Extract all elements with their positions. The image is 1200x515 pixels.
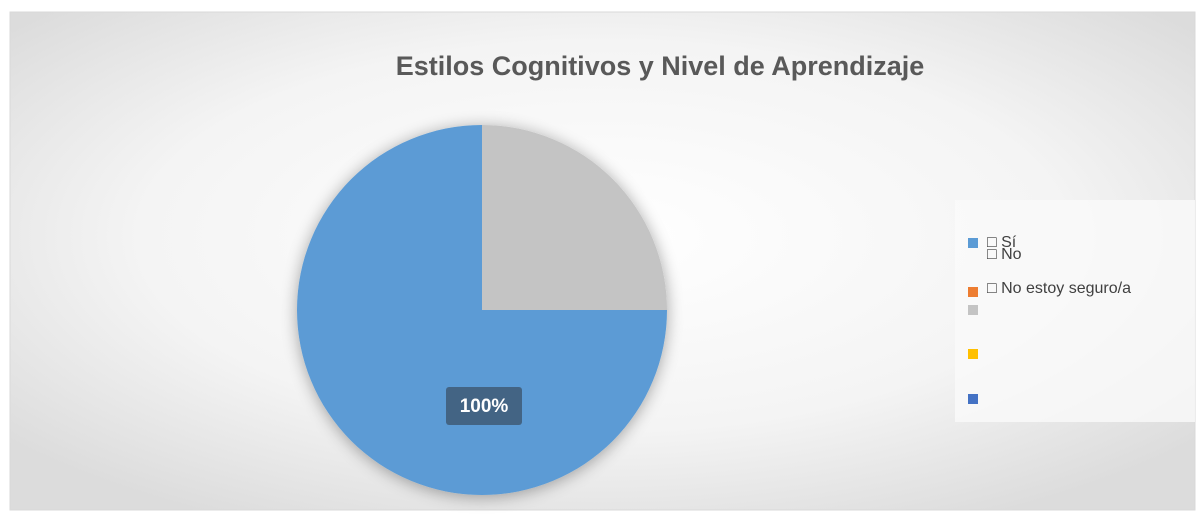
chart-title: Estilos Cognitivos y Nivel de Aprendizaj… — [396, 51, 925, 81]
label-box — [446, 387, 522, 425]
pie — [297, 125, 667, 495]
legend-box — [955, 200, 1195, 422]
legend-label: □ No — [987, 246, 1022, 263]
legend-swatch — [968, 287, 978, 297]
legend-swatch — [968, 349, 978, 359]
pie-slice — [482, 125, 667, 310]
legend-label: □ Sí — [987, 234, 1017, 251]
legend-swatch — [968, 238, 978, 248]
legend-swatch — [968, 394, 978, 404]
legend-swatch — [968, 305, 978, 315]
data-label: 100% — [460, 396, 509, 417]
legend-label: □ No estoy seguro/a — [987, 280, 1131, 297]
